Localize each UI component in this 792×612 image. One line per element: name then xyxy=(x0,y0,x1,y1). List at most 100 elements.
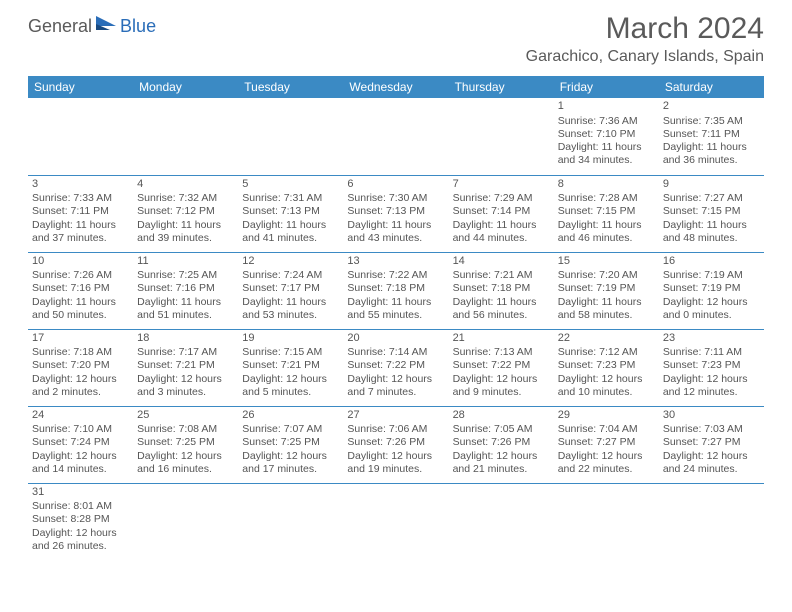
day-cell: 4Sunrise: 7:32 AMSunset: 7:12 PMDaylight… xyxy=(133,175,238,252)
day-cell: 15Sunrise: 7:20 AMSunset: 7:19 PMDayligh… xyxy=(554,252,659,329)
sunrise-line: Sunrise: 7:19 AM xyxy=(663,269,760,282)
dow-tuesday: Tuesday xyxy=(238,76,343,98)
empty-cell xyxy=(554,483,659,560)
day-number: 4 xyxy=(137,178,234,192)
day-number: 13 xyxy=(347,255,444,269)
daylight-line: Daylight: 11 hours and 58 minutes. xyxy=(558,296,655,322)
day-cell: 21Sunrise: 7:13 AMSunset: 7:22 PMDayligh… xyxy=(449,329,554,406)
day-cell: 7Sunrise: 7:29 AMSunset: 7:14 PMDaylight… xyxy=(449,175,554,252)
sunset-line: Sunset: 7:25 PM xyxy=(242,436,339,449)
day-number: 6 xyxy=(347,178,444,192)
day-number: 5 xyxy=(242,178,339,192)
sunset-line: Sunset: 7:14 PM xyxy=(453,205,550,218)
daylight-line: Daylight: 11 hours and 39 minutes. xyxy=(137,219,234,245)
calendar-row: 17Sunrise: 7:18 AMSunset: 7:20 PMDayligh… xyxy=(28,329,764,406)
sunrise-line: Sunrise: 7:11 AM xyxy=(663,346,760,359)
sunrise-line: Sunrise: 7:28 AM xyxy=(558,192,655,205)
daylight-line: Daylight: 11 hours and 53 minutes. xyxy=(242,296,339,322)
day-cell: 10Sunrise: 7:26 AMSunset: 7:16 PMDayligh… xyxy=(28,252,133,329)
day-cell: 13Sunrise: 7:22 AMSunset: 7:18 PMDayligh… xyxy=(343,252,448,329)
sunrise-line: Sunrise: 7:24 AM xyxy=(242,269,339,282)
day-cell: 31Sunrise: 8:01 AMSunset: 8:28 PMDayligh… xyxy=(28,483,133,560)
sunset-line: Sunset: 7:26 PM xyxy=(453,436,550,449)
day-cell: 17Sunrise: 7:18 AMSunset: 7:20 PMDayligh… xyxy=(28,329,133,406)
empty-cell xyxy=(659,483,764,560)
day-cell: 1Sunrise: 7:36 AMSunset: 7:10 PMDaylight… xyxy=(554,98,659,175)
daylight-line: Daylight: 12 hours and 9 minutes. xyxy=(453,373,550,399)
dow-sunday: Sunday xyxy=(28,76,133,98)
sunset-line: Sunset: 7:23 PM xyxy=(558,359,655,372)
day-number: 28 xyxy=(453,409,550,423)
sunrise-line: Sunrise: 7:04 AM xyxy=(558,423,655,436)
empty-cell xyxy=(449,98,554,175)
sunrise-line: Sunrise: 7:36 AM xyxy=(558,115,655,128)
sunset-line: Sunset: 7:27 PM xyxy=(663,436,760,449)
dow-saturday: Saturday xyxy=(659,76,764,98)
day-cell: 19Sunrise: 7:15 AMSunset: 7:21 PMDayligh… xyxy=(238,329,343,406)
sunset-line: Sunset: 7:13 PM xyxy=(347,205,444,218)
day-cell: 29Sunrise: 7:04 AMSunset: 7:27 PMDayligh… xyxy=(554,406,659,483)
location-label: Garachico, Canary Islands, Spain xyxy=(526,48,764,66)
dow-thursday: Thursday xyxy=(449,76,554,98)
sunrise-line: Sunrise: 7:30 AM xyxy=(347,192,444,205)
sunrise-line: Sunrise: 7:18 AM xyxy=(32,346,129,359)
day-number: 22 xyxy=(558,332,655,346)
day-cell: 6Sunrise: 7:30 AMSunset: 7:13 PMDaylight… xyxy=(343,175,448,252)
daylight-line: Daylight: 11 hours and 50 minutes. xyxy=(32,296,129,322)
sunset-line: Sunset: 7:26 PM xyxy=(347,436,444,449)
sunrise-line: Sunrise: 7:32 AM xyxy=(137,192,234,205)
empty-cell xyxy=(238,483,343,560)
day-number: 7 xyxy=(453,178,550,192)
empty-cell xyxy=(28,98,133,175)
day-number: 15 xyxy=(558,255,655,269)
day-number: 25 xyxy=(137,409,234,423)
day-number: 19 xyxy=(242,332,339,346)
sunrise-line: Sunrise: 7:27 AM xyxy=(663,192,760,205)
day-number: 10 xyxy=(32,255,129,269)
calendar-row: 24Sunrise: 7:10 AMSunset: 7:24 PMDayligh… xyxy=(28,406,764,483)
sunset-line: Sunset: 7:13 PM xyxy=(242,205,339,218)
sunrise-line: Sunrise: 7:05 AM xyxy=(453,423,550,436)
dow-monday: Monday xyxy=(133,76,238,98)
sunrise-line: Sunrise: 7:12 AM xyxy=(558,346,655,359)
daylight-line: Daylight: 11 hours and 48 minutes. xyxy=(663,219,760,245)
sunset-line: Sunset: 7:23 PM xyxy=(663,359,760,372)
sunrise-line: Sunrise: 7:15 AM xyxy=(242,346,339,359)
daylight-line: Daylight: 12 hours and 12 minutes. xyxy=(663,373,760,399)
day-cell: 20Sunrise: 7:14 AMSunset: 7:22 PMDayligh… xyxy=(343,329,448,406)
day-number: 29 xyxy=(558,409,655,423)
daylight-line: Daylight: 12 hours and 16 minutes. xyxy=(137,450,234,476)
day-number: 16 xyxy=(663,255,760,269)
day-number: 14 xyxy=(453,255,550,269)
day-number: 1 xyxy=(558,100,655,114)
daylight-line: Daylight: 12 hours and 5 minutes. xyxy=(242,373,339,399)
daylight-line: Daylight: 11 hours and 46 minutes. xyxy=(558,219,655,245)
sunrise-line: Sunrise: 7:35 AM xyxy=(663,115,760,128)
day-number: 27 xyxy=(347,409,444,423)
daylight-line: Daylight: 12 hours and 14 minutes. xyxy=(32,450,129,476)
sunset-line: Sunset: 7:22 PM xyxy=(453,359,550,372)
sunrise-line: Sunrise: 7:07 AM xyxy=(242,423,339,436)
day-cell: 3Sunrise: 7:33 AMSunset: 7:11 PMDaylight… xyxy=(28,175,133,252)
empty-cell xyxy=(133,98,238,175)
flag-icon xyxy=(96,16,118,37)
day-cell: 14Sunrise: 7:21 AMSunset: 7:18 PMDayligh… xyxy=(449,252,554,329)
day-cell: 11Sunrise: 7:25 AMSunset: 7:16 PMDayligh… xyxy=(133,252,238,329)
day-cell: 28Sunrise: 7:05 AMSunset: 7:26 PMDayligh… xyxy=(449,406,554,483)
sunset-line: Sunset: 7:15 PM xyxy=(558,205,655,218)
sunset-line: Sunset: 7:22 PM xyxy=(347,359,444,372)
daylight-line: Daylight: 12 hours and 19 minutes. xyxy=(347,450,444,476)
day-number: 2 xyxy=(663,100,760,114)
sunset-line: Sunset: 7:16 PM xyxy=(32,282,129,295)
day-cell: 23Sunrise: 7:11 AMSunset: 7:23 PMDayligh… xyxy=(659,329,764,406)
sunrise-line: Sunrise: 7:31 AM xyxy=(242,192,339,205)
sunrise-line: Sunrise: 7:29 AM xyxy=(453,192,550,205)
sunrise-line: Sunrise: 7:13 AM xyxy=(453,346,550,359)
dow-wednesday: Wednesday xyxy=(343,76,448,98)
empty-cell xyxy=(343,483,448,560)
daylight-line: Daylight: 12 hours and 7 minutes. xyxy=(347,373,444,399)
day-number: 8 xyxy=(558,178,655,192)
dow-row: Sunday Monday Tuesday Wednesday Thursday… xyxy=(28,76,764,98)
sunset-line: Sunset: 7:21 PM xyxy=(137,359,234,372)
daylight-line: Daylight: 12 hours and 17 minutes. xyxy=(242,450,339,476)
